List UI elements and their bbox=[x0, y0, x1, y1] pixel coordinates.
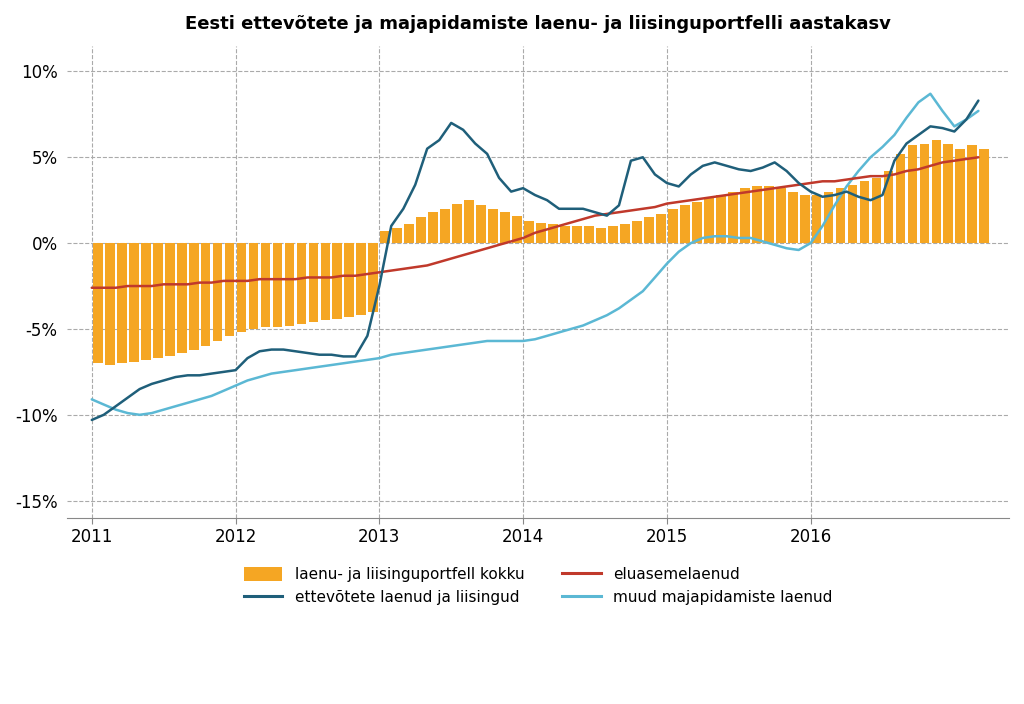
Bar bbox=[177, 243, 186, 353]
Legend: laenu- ja liisinguportfell kokku, ettevõtete laenud ja liisingud, eluasemelaenud: laenu- ja liisinguportfell kokku, ettevõ… bbox=[244, 567, 833, 605]
Bar bbox=[488, 209, 498, 243]
Bar bbox=[703, 199, 714, 243]
Bar bbox=[692, 202, 701, 243]
Bar bbox=[608, 226, 617, 243]
Bar bbox=[344, 243, 354, 317]
Bar bbox=[871, 178, 882, 243]
Bar bbox=[955, 149, 966, 243]
Bar bbox=[632, 221, 642, 243]
Bar bbox=[512, 215, 522, 243]
Bar bbox=[584, 226, 594, 243]
Bar bbox=[548, 225, 558, 243]
Bar bbox=[812, 195, 821, 243]
Bar bbox=[201, 243, 211, 346]
Bar bbox=[524, 221, 534, 243]
Bar bbox=[752, 187, 762, 243]
Bar bbox=[356, 243, 367, 315]
Bar bbox=[920, 144, 930, 243]
Bar bbox=[224, 243, 234, 336]
Bar bbox=[153, 243, 163, 358]
Bar bbox=[141, 243, 151, 360]
Bar bbox=[321, 243, 331, 320]
Bar bbox=[560, 226, 570, 243]
Bar bbox=[129, 243, 138, 362]
Bar bbox=[932, 140, 941, 243]
Bar bbox=[644, 218, 653, 243]
Bar bbox=[728, 191, 737, 243]
Bar bbox=[656, 214, 666, 243]
Bar bbox=[572, 226, 582, 243]
Bar bbox=[297, 243, 306, 324]
Bar bbox=[668, 209, 678, 243]
Bar bbox=[417, 218, 426, 243]
Bar bbox=[213, 243, 222, 341]
Bar bbox=[117, 243, 127, 363]
Bar bbox=[285, 243, 294, 325]
Bar bbox=[596, 227, 606, 243]
Bar bbox=[739, 188, 750, 243]
Bar bbox=[188, 243, 199, 350]
Bar bbox=[308, 243, 318, 322]
Bar bbox=[716, 195, 726, 243]
Bar bbox=[823, 191, 834, 243]
Bar bbox=[896, 154, 905, 243]
Bar bbox=[884, 171, 893, 243]
Bar bbox=[428, 212, 438, 243]
Bar bbox=[907, 145, 918, 243]
Bar bbox=[104, 243, 115, 365]
Bar bbox=[537, 222, 546, 243]
Bar bbox=[404, 225, 414, 243]
Bar bbox=[800, 195, 810, 243]
Bar bbox=[764, 187, 773, 243]
Bar bbox=[859, 182, 869, 243]
Bar bbox=[776, 188, 785, 243]
Bar bbox=[392, 227, 402, 243]
Bar bbox=[787, 191, 798, 243]
Bar bbox=[620, 225, 630, 243]
Bar bbox=[333, 243, 342, 319]
Bar bbox=[272, 243, 283, 327]
Bar bbox=[261, 243, 270, 327]
Bar bbox=[836, 188, 846, 243]
Bar bbox=[464, 200, 474, 243]
Bar bbox=[680, 206, 690, 243]
Bar bbox=[500, 212, 510, 243]
Bar bbox=[476, 206, 486, 243]
Bar bbox=[237, 243, 247, 332]
Bar bbox=[249, 243, 258, 329]
Bar bbox=[440, 209, 451, 243]
Bar bbox=[165, 243, 174, 356]
Bar bbox=[369, 243, 378, 312]
Bar bbox=[979, 149, 989, 243]
Bar bbox=[453, 203, 462, 243]
Bar bbox=[943, 144, 953, 243]
Bar bbox=[848, 184, 857, 243]
Bar bbox=[968, 145, 977, 243]
Bar bbox=[93, 243, 102, 363]
Bar bbox=[381, 231, 390, 243]
Title: Eesti ettevõtete ja majapidamiste laenu- ja liisinguportfelli aastakasv: Eesti ettevõtete ja majapidamiste laenu-… bbox=[185, 15, 891, 33]
